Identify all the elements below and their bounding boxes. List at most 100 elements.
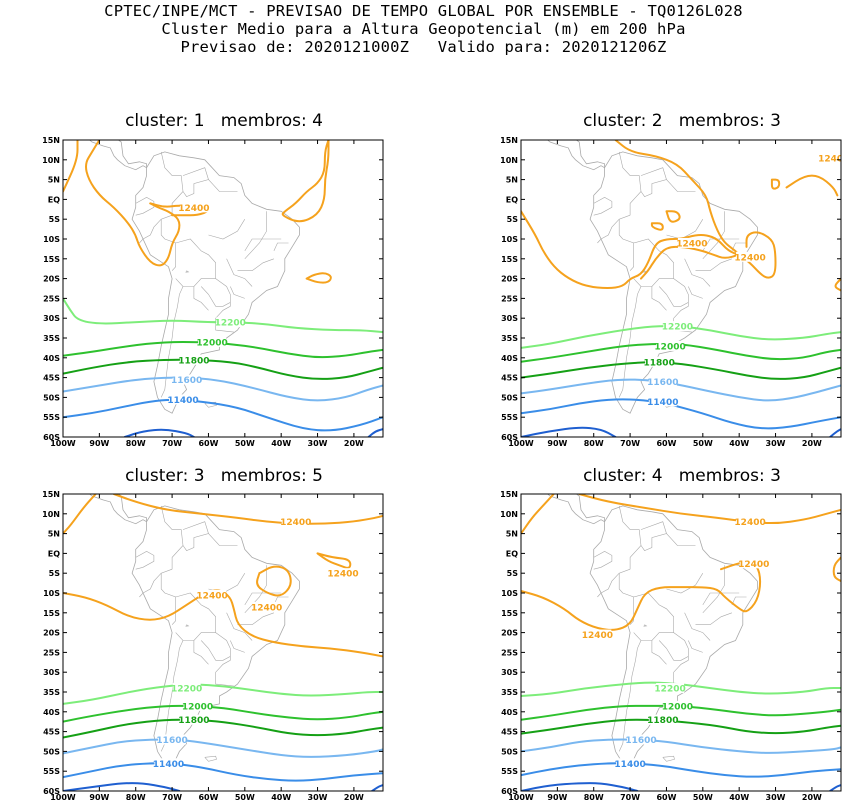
contour-12400-south — [521, 210, 777, 289]
contour-label-12400: 12400 — [251, 603, 282, 613]
header-line-3: Previsao de: 2020121000Z Valido para: 20… — [180, 38, 667, 56]
country-border — [618, 151, 642, 216]
country-border — [200, 278, 231, 307]
country-border — [640, 167, 667, 197]
lat-tick-label: 30S — [501, 668, 518, 677]
contour-label-bg — [216, 317, 245, 328]
contour-label-bg — [819, 152, 841, 163]
contour-label-bg — [739, 558, 768, 569]
island-outline — [204, 755, 217, 762]
lat-tick-label: 10S — [501, 235, 518, 244]
country-border — [230, 640, 245, 653]
country-border — [651, 640, 667, 665]
country-border — [139, 218, 162, 244]
country-border — [208, 533, 238, 546]
lat-tick-label: 35S — [501, 334, 518, 343]
country-border — [237, 612, 275, 625]
lat-tick-label: 5N — [48, 176, 60, 185]
contour-11400 — [63, 398, 383, 432]
map-panel-1: 12400 12200 12000 11800 11600 11400 15N 10N 5N EQ… — [42, 120, 384, 448]
lat-tick-label: 50S — [501, 393, 518, 402]
lat-tick-label: 25S — [501, 294, 518, 303]
contour-label-bg — [648, 396, 677, 407]
country-border — [702, 592, 740, 606]
lat-tick-label: 30S — [43, 668, 60, 677]
contour-label-12400: 12400 — [734, 518, 765, 528]
contour-label-12200: 12200 — [171, 685, 202, 695]
lat-tick-label: 55S — [501, 413, 518, 422]
country-border — [633, 238, 674, 287]
country-border — [208, 179, 238, 192]
contour-12400-ne — [785, 174, 839, 197]
country-border — [666, 219, 704, 240]
lat-tick-label: 5S — [49, 215, 61, 224]
lat-tick-label: 10N — [42, 510, 60, 519]
lat-tick-label: 5S — [49, 569, 61, 578]
contour-label-12000: 12000 — [182, 702, 213, 712]
lon-tick-label: 30W — [308, 793, 328, 802]
lat-tick-label: 35S — [501, 688, 518, 697]
lat-tick-label: EQ — [506, 549, 518, 558]
country-border — [684, 612, 711, 641]
lat-tick-label: 15S — [43, 609, 60, 618]
lon-tick-label: 70W — [162, 793, 182, 802]
lat-tick-label: 40S — [501, 708, 518, 717]
lon-tick-label: 60W — [656, 439, 676, 448]
contour-label-12000: 12000 — [662, 702, 693, 712]
map-frame — [520, 493, 842, 792]
lon-tick-label: 100W — [50, 793, 76, 802]
contour-12400-north — [614, 140, 739, 280]
contour-label-12400: 12400 — [734, 253, 765, 263]
island-outline — [185, 624, 190, 627]
contour-12400-small-2 — [665, 210, 681, 223]
contour-12400-north — [578, 494, 841, 525]
lat-tick-label: EQ — [48, 195, 60, 204]
island-outline — [185, 270, 190, 273]
lat-tick-label: 15S — [501, 609, 518, 618]
country-border — [215, 656, 234, 687]
lon-tick-label: 100W — [508, 793, 534, 802]
lat-tick-label: 15S — [43, 255, 60, 264]
lat-tick-label: 55S — [43, 767, 60, 776]
lon-tick-label: 40W — [271, 439, 291, 448]
island-outline — [643, 624, 648, 627]
country-border — [182, 167, 209, 197]
contour-label-12000: 12000 — [196, 338, 227, 348]
coastline-south-america — [589, 505, 758, 768]
contour-11400 — [63, 762, 383, 782]
contour-label-bg — [656, 683, 685, 694]
lon-tick-label: 60W — [198, 439, 218, 448]
lat-tick-label: 60S — [501, 787, 518, 796]
contour-label-bg — [198, 336, 227, 347]
coastline-south-america — [131, 151, 300, 414]
country-border — [160, 286, 184, 398]
lat-tick-label: 5N — [506, 530, 518, 539]
coastline-central-america — [547, 494, 605, 525]
country-border — [702, 565, 725, 614]
lat-tick-label: 40S — [501, 354, 518, 363]
country-border — [244, 592, 282, 606]
contour-label-11800: 11800 — [644, 358, 675, 368]
map-content: 12400 12200 12000 11800 11600 11400 — [63, 120, 383, 437]
contour-label-bg — [183, 700, 212, 711]
map-frame — [520, 139, 842, 438]
lat-tick-label: 40S — [43, 354, 60, 363]
lat-tick-label: 15N — [500, 490, 518, 499]
contour-label-bg — [179, 714, 208, 725]
lon-tick-label: 90W — [547, 439, 567, 448]
contour-11200 — [123, 428, 195, 437]
country-border — [618, 505, 642, 570]
coastline-south-america — [589, 151, 758, 414]
contour-label-bg — [179, 202, 208, 213]
contour-11600 — [521, 738, 841, 754]
lat-tick-label: 45S — [501, 728, 518, 737]
lat-tick-label: 45S — [501, 374, 518, 383]
island-outline — [643, 270, 648, 273]
country-border — [688, 640, 703, 653]
lat-tick-label: 25S — [501, 648, 518, 657]
island-outline — [150, 120, 179, 128]
contour-12200 — [63, 683, 383, 705]
lon-tick-label: 90W — [89, 439, 109, 448]
lon-tick-label: 30W — [766, 793, 786, 802]
contour-12400-small — [305, 272, 332, 284]
